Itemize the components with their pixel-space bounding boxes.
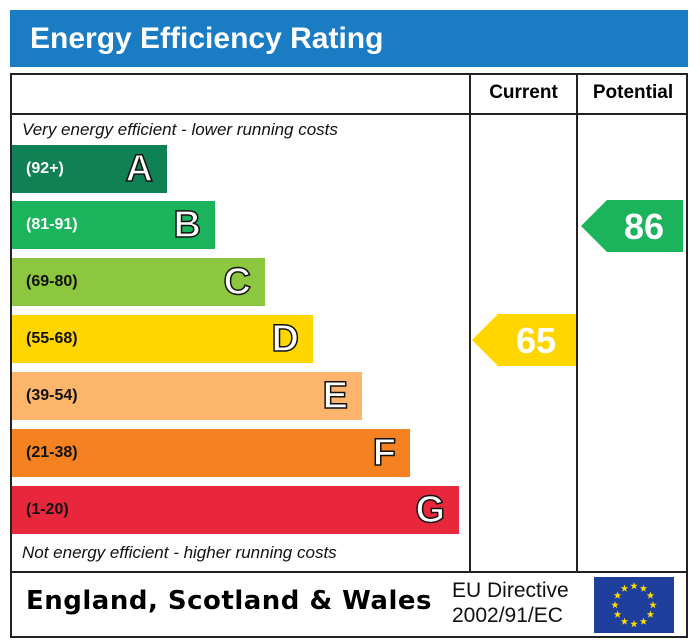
band-letter: G: [415, 488, 446, 532]
rating-frame: [10, 73, 688, 638]
divider: [469, 73, 471, 573]
directive-line2: 2002/91/EC: [452, 604, 563, 627]
star-icon: [649, 601, 657, 609]
potential-rating-arrow: 86: [581, 200, 683, 252]
band-bar-c: (69-80) C: [12, 258, 265, 306]
star-icon: [611, 601, 619, 609]
band-bar-g: (1-20) G: [12, 486, 459, 534]
band-range: (81-91): [26, 216, 78, 233]
star-icon: [620, 617, 629, 625]
star-icon: [630, 620, 638, 628]
star-icon: [620, 584, 629, 592]
divider: [10, 113, 688, 115]
star-icon: [613, 591, 622, 599]
star-icon: [646, 610, 655, 618]
band-range: (69-80): [26, 273, 78, 290]
directive-line1: EU Directive: [452, 579, 569, 602]
star-icon: [639, 584, 648, 592]
country-label: England, Scotland & Wales: [26, 586, 432, 616]
band-bar-d: (55-68) D: [12, 315, 313, 363]
band-bar-b: (81-91) B: [12, 201, 215, 249]
band-letter: A: [125, 147, 154, 191]
band-bar-a: (92+) A: [12, 145, 167, 193]
band-range: (21-38): [26, 444, 78, 461]
divider: [576, 73, 578, 573]
rating-value: 86: [624, 206, 664, 247]
band-letter: C: [223, 260, 252, 304]
current-rating-arrow: 65: [472, 314, 576, 366]
band-bar-e: (39-54) E: [12, 372, 362, 420]
band-letter: B: [173, 203, 202, 247]
current-column-header: Current: [489, 82, 558, 103]
rating-value: 65: [516, 320, 556, 361]
directive-label: EU Directive 2002/91/EC: [452, 578, 569, 628]
band-range: (92+): [26, 160, 64, 177]
band-range: (39-54): [26, 387, 78, 404]
star-icon: [646, 591, 655, 599]
band-range: (55-68): [26, 330, 78, 347]
band-letter: D: [271, 317, 300, 361]
star-icon: [639, 617, 648, 625]
band-letter: E: [322, 374, 349, 418]
band-range: (1-20): [26, 501, 69, 518]
bottom-note: Not energy efficient - higher running co…: [22, 543, 337, 562]
potential-column-header: Potential: [592, 82, 674, 103]
top-note: Very energy efficient - lower running co…: [22, 120, 338, 139]
band-letter: F: [372, 431, 397, 475]
star-icon: [613, 610, 622, 618]
divider: [10, 571, 688, 573]
eu-flag-icon: [594, 577, 674, 633]
chart-title: Energy Efficiency Rating: [10, 10, 688, 67]
star-icon: [630, 582, 638, 590]
band-bar-f: (21-38) F: [12, 429, 410, 477]
